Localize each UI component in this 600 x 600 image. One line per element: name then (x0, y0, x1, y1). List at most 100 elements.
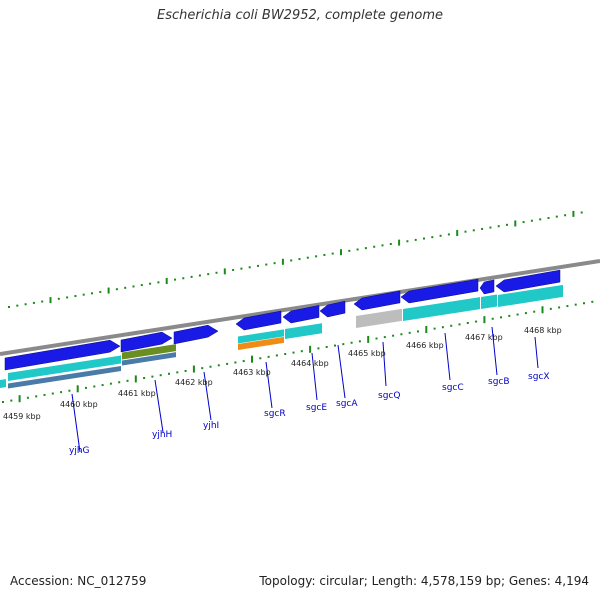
scale-dot (201, 367, 204, 370)
scale-dot (267, 355, 270, 358)
scale-dot (132, 285, 135, 288)
scale-dot (564, 214, 567, 217)
scale-dot (483, 316, 486, 324)
track-band (238, 329, 284, 344)
scale-dot (433, 327, 436, 330)
scale-dot (367, 335, 370, 343)
track-band (285, 323, 322, 339)
scale-dot (414, 238, 417, 241)
scale-dot (176, 371, 179, 374)
scale-dot (522, 221, 525, 224)
scale-dot (530, 219, 533, 222)
scale-dot (591, 300, 594, 303)
scale-dot (425, 326, 428, 334)
gene-label: yjhI (203, 421, 219, 431)
scale-dot (475, 320, 478, 323)
scale-dot (500, 316, 502, 319)
topology-text: Topology: circular; Length: 4,578,159 bp… (259, 574, 589, 588)
scale-dot (275, 354, 278, 357)
scale-dot (292, 351, 295, 354)
scale-dot (41, 300, 44, 303)
scale-dot (549, 307, 552, 310)
scale-dot (456, 230, 459, 237)
cds-arrow (319, 300, 346, 318)
scale-dot (32, 301, 35, 304)
gene-leader-line (265, 361, 273, 409)
scale-dot (259, 357, 262, 360)
scale-dot (190, 275, 193, 278)
scale-dot (441, 326, 444, 329)
scale-dot (290, 259, 293, 262)
tick-labels: 4459 kbp 4460 kbp 4461 kbp 4462 kbp 4463 kbp… (3, 326, 562, 421)
scale-dot (389, 243, 392, 246)
scale-dot (217, 364, 220, 367)
scale-dot (381, 244, 384, 247)
cds-arrow (353, 290, 401, 311)
scale-dot (257, 264, 259, 267)
track-band (356, 308, 402, 328)
cds-arrow (120, 331, 173, 353)
outer-dotted-scale (8, 210, 583, 308)
scale-dot (298, 258, 301, 261)
scale-dot (491, 317, 494, 320)
scale-dot (223, 268, 226, 275)
gene-leader-line (337, 344, 346, 399)
scale-dot (306, 256, 309, 259)
tick-label: 4468 kbp (524, 326, 562, 335)
track-band (481, 294, 497, 309)
scale-dot (93, 385, 96, 388)
gene-leader-line (71, 393, 81, 453)
scale-dot (516, 313, 519, 316)
scale-dot (406, 240, 409, 243)
scale-dot (26, 396, 29, 399)
cds-arrow (235, 310, 282, 331)
cds-arrow (4, 339, 121, 371)
scale-dot (481, 227, 484, 230)
scale-dot (182, 277, 185, 280)
scale-dot (555, 215, 558, 218)
scale-dot (159, 374, 162, 377)
scale-dot (82, 293, 85, 296)
tick-label: 4466 kbp (406, 341, 444, 350)
scale-dot (431, 236, 434, 239)
scale-dot (16, 304, 19, 307)
scale-dot (580, 211, 583, 214)
scale-dot (76, 385, 79, 393)
scale-dot (66, 296, 69, 299)
scale-dot (109, 382, 112, 385)
scale-dot (398, 239, 401, 246)
tick-label: 4464 kbp (291, 359, 329, 368)
scale-dot (583, 302, 585, 305)
scale-dot (232, 269, 235, 272)
scale-dot (198, 274, 201, 277)
gene-label: sgcQ (378, 391, 400, 401)
scale-dot (539, 218, 542, 221)
tick-label: 4465 kbp (348, 349, 386, 358)
scale-dot (566, 305, 569, 308)
scale-dot (226, 362, 229, 365)
scale-dot (574, 303, 577, 306)
scale-dot (508, 314, 511, 317)
track-band (8, 365, 121, 389)
scale-dot (342, 343, 345, 346)
scale-dot (350, 341, 353, 344)
inner-dotted-scale (2, 300, 594, 403)
gene-leader-line (444, 332, 451, 381)
scale-dot (547, 216, 550, 219)
gene-leader-line (203, 371, 212, 421)
scale-dot (423, 237, 425, 240)
cds-arrow (173, 324, 219, 345)
scale-dot (315, 255, 318, 258)
gene-label: sgcE (306, 403, 327, 413)
scale-dot (300, 350, 303, 353)
scale-dot (356, 248, 359, 251)
scale-dot (74, 295, 77, 298)
scale-dot (417, 330, 419, 333)
scale-dot (514, 220, 517, 227)
scale-dot (242, 360, 245, 363)
scale-dot (174, 278, 176, 281)
gene-leader-line (534, 336, 539, 369)
backbone-line (0, 259, 600, 356)
scale-dot (541, 306, 544, 314)
